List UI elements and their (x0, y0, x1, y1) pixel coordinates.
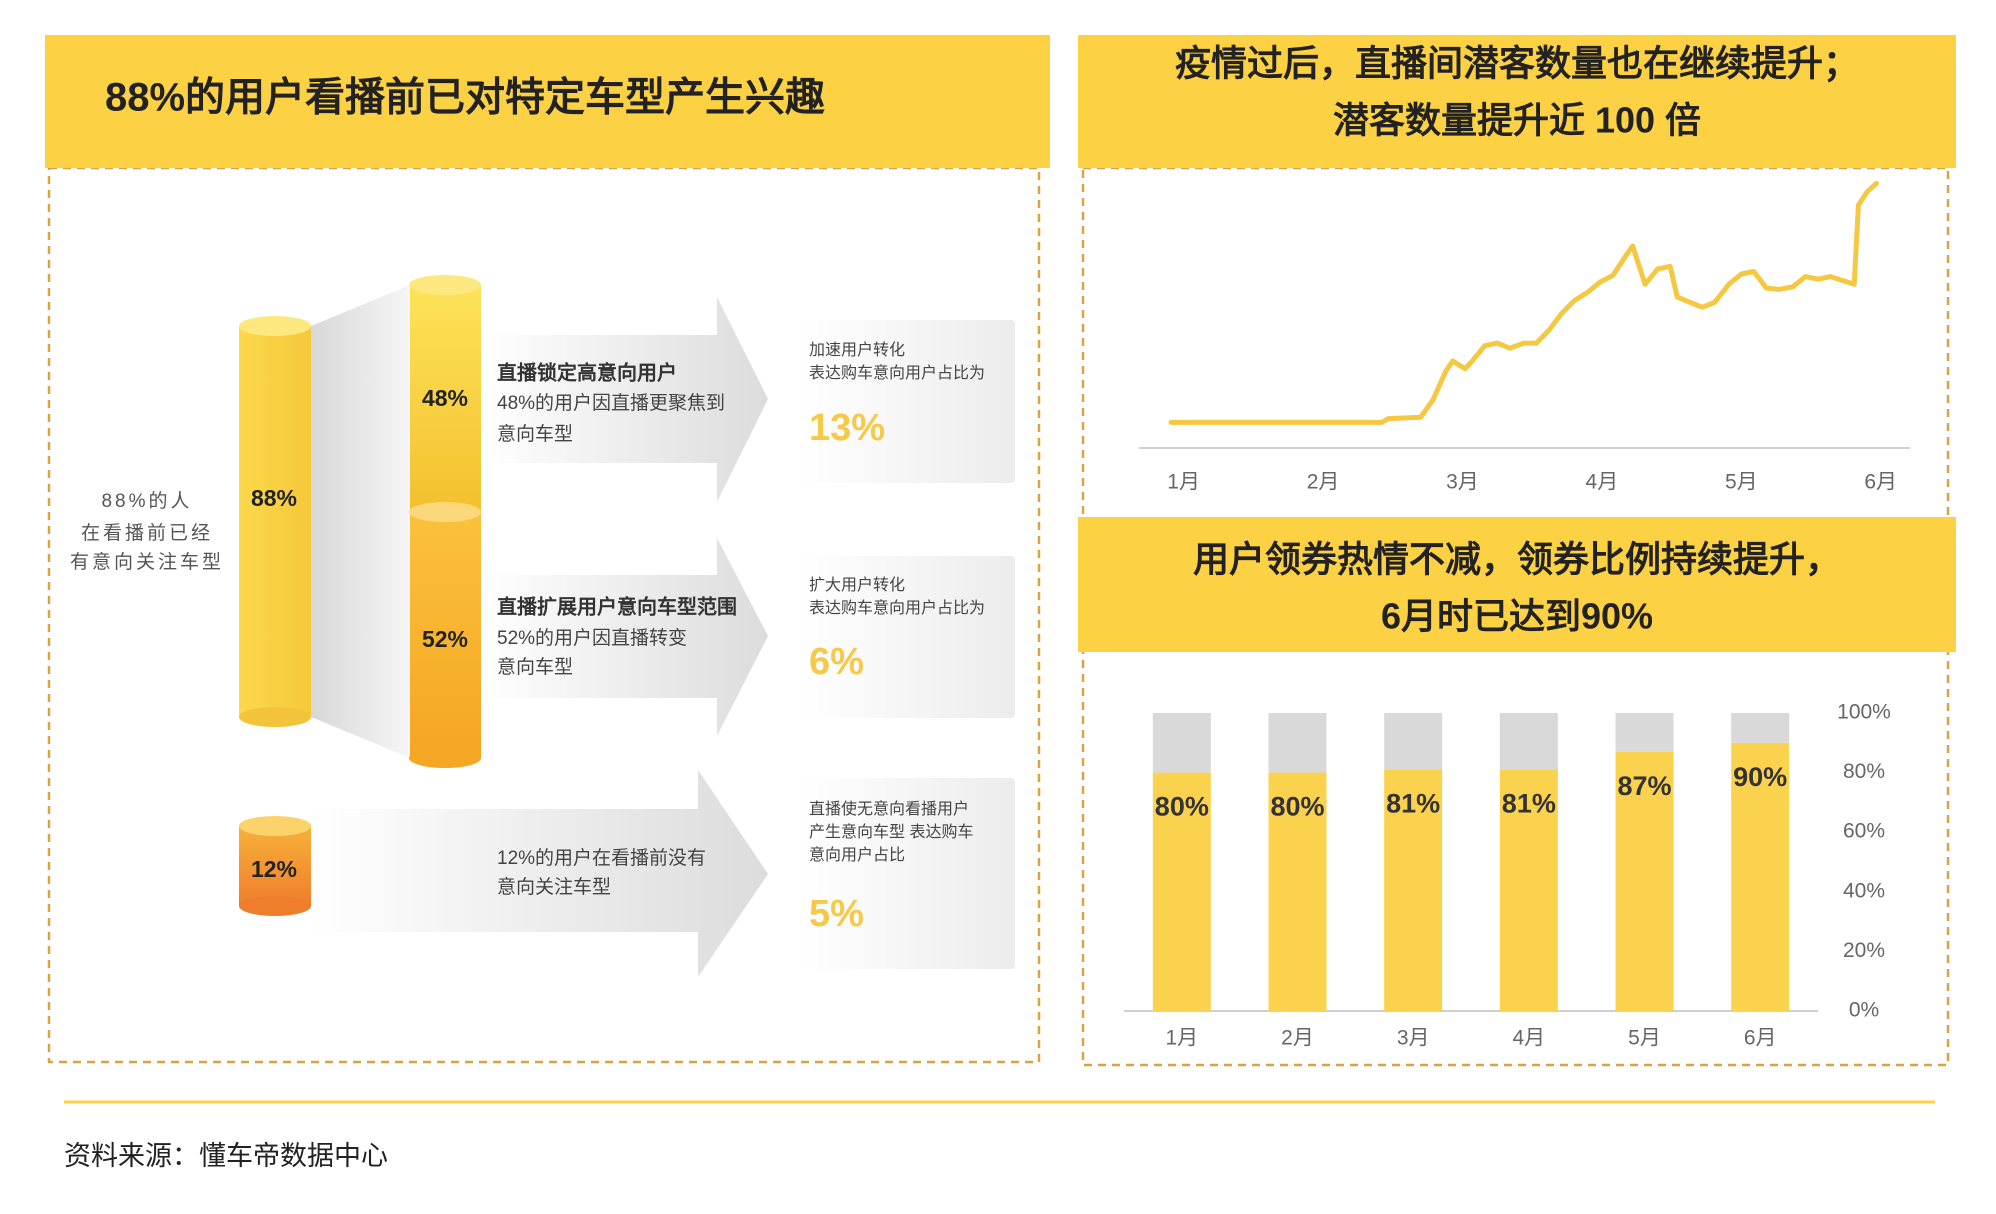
value-label: 81% (1502, 789, 1556, 819)
cylinder-label: 52% (422, 626, 468, 652)
side-note: 在看播前已经 (81, 522, 213, 544)
row-desc: 意向关注车型 (497, 876, 611, 898)
card-text: 表达购车意向用户占比为 (809, 598, 985, 617)
cylinder-label: 48% (422, 385, 468, 411)
bar-segment (1731, 742, 1790, 1011)
card-text: 加速用户转化 (809, 341, 905, 359)
chart-title: 用户领券热情不减，领券比例持续提升， (1193, 539, 1841, 580)
value-label: 90% (1733, 762, 1787, 792)
cylinder (239, 316, 311, 727)
y-tick-label: 80% (1843, 760, 1885, 783)
y-tick-label: 20% (1843, 939, 1885, 962)
arrow (481, 297, 768, 502)
bar-segment (1615, 751, 1674, 1011)
header-bar (45, 35, 1050, 168)
x-tick-label: 3月 (1397, 1027, 1430, 1050)
footer-source: 资料来源：懂车帝数据中心 (64, 1141, 388, 1171)
chart-title: 6月时已达到90% (1381, 596, 1653, 637)
value-label: 80% (1155, 792, 1209, 822)
row-desc: 48%的用户因直播更聚焦到 (497, 392, 725, 414)
x-tick-label: 1月 (1167, 471, 1200, 494)
x-tick-label: 4月 (1512, 1027, 1545, 1050)
row-desc: 52%的用户因直播转变 (497, 627, 687, 649)
card (799, 320, 1015, 483)
x-tick-label: 3月 (1446, 471, 1479, 494)
card-text: 扩大用户转化 (809, 576, 905, 594)
arrow (481, 538, 768, 736)
side-note: 有意向关注车型 (70, 551, 224, 573)
value-label: 80% (1270, 792, 1324, 822)
x-tick-label: 6月 (1744, 1027, 1777, 1050)
side-note: 88%的人 (101, 490, 192, 512)
bar-segment (1152, 772, 1211, 1011)
y-tick-label: 60% (1843, 820, 1885, 843)
cylinder (409, 502, 481, 768)
value-label: 87% (1617, 771, 1671, 801)
y-tick-label: 100% (1837, 701, 1891, 724)
card-text: 直播使无意向看播用户 (809, 799, 969, 818)
card-value: 13% (809, 407, 885, 449)
cylinder (409, 275, 481, 512)
cylinder-label: 12% (251, 856, 297, 882)
x-tick-label: 2月 (1307, 471, 1340, 494)
bar-segment (1615, 713, 1674, 752)
value-label: 81% (1386, 789, 1440, 819)
x-tick-label: 5月 (1628, 1027, 1661, 1050)
card (799, 778, 1015, 969)
card (799, 556, 1015, 718)
line (1168, 180, 1879, 425)
cylinder (239, 816, 311, 916)
bar-segment (1384, 769, 1443, 1011)
x-tick-label: 5月 (1725, 471, 1758, 494)
card-text: 意向用户占比 (809, 845, 905, 864)
y-tick-label: 0% (1849, 999, 1879, 1022)
x-tick-label: 1月 (1165, 1027, 1198, 1050)
header-bar (1078, 35, 1956, 168)
x-tick-label: 6月 (1864, 471, 1897, 494)
row-desc: 意向车型 (497, 656, 573, 678)
x-tick-label: 4月 (1586, 471, 1619, 494)
cylinder-label: 88% (251, 485, 297, 511)
bar-segment (1152, 713, 1211, 773)
bar-segment (1499, 713, 1558, 770)
bar-segment (1268, 713, 1327, 773)
x-tick-label: 2月 (1281, 1027, 1314, 1050)
card-value: 6% (809, 641, 864, 683)
arrow (311, 770, 768, 977)
row-heading: 直播锁定高意向用户 (497, 360, 677, 384)
header-bar (1078, 517, 1956, 652)
row-heading: 直播扩展用户意向车型范围 (497, 594, 737, 618)
bar-segment (1499, 769, 1558, 1011)
row-desc: 意向车型 (497, 423, 573, 445)
chart-title: 疫情过后，直播间潜客数量也在继续提升； (1175, 43, 1859, 84)
card-value: 5% (809, 893, 864, 935)
row-desc: 12%的用户在看播前没有 (497, 847, 706, 869)
bar-segment (1268, 772, 1327, 1011)
panel-title: 88%的用户看播前已对特定车型产生兴趣 (105, 76, 825, 120)
bar-segment (1731, 713, 1790, 743)
funnel (311, 285, 410, 758)
card-text: 产生意向车型 表达购车 (809, 822, 973, 841)
card-text: 表达购车意向用户占比为 (809, 363, 985, 382)
y-tick-label: 40% (1843, 879, 1885, 902)
chart-title: 潜客数量提升近 100 倍 (1333, 100, 1701, 141)
bar-segment (1384, 713, 1443, 770)
